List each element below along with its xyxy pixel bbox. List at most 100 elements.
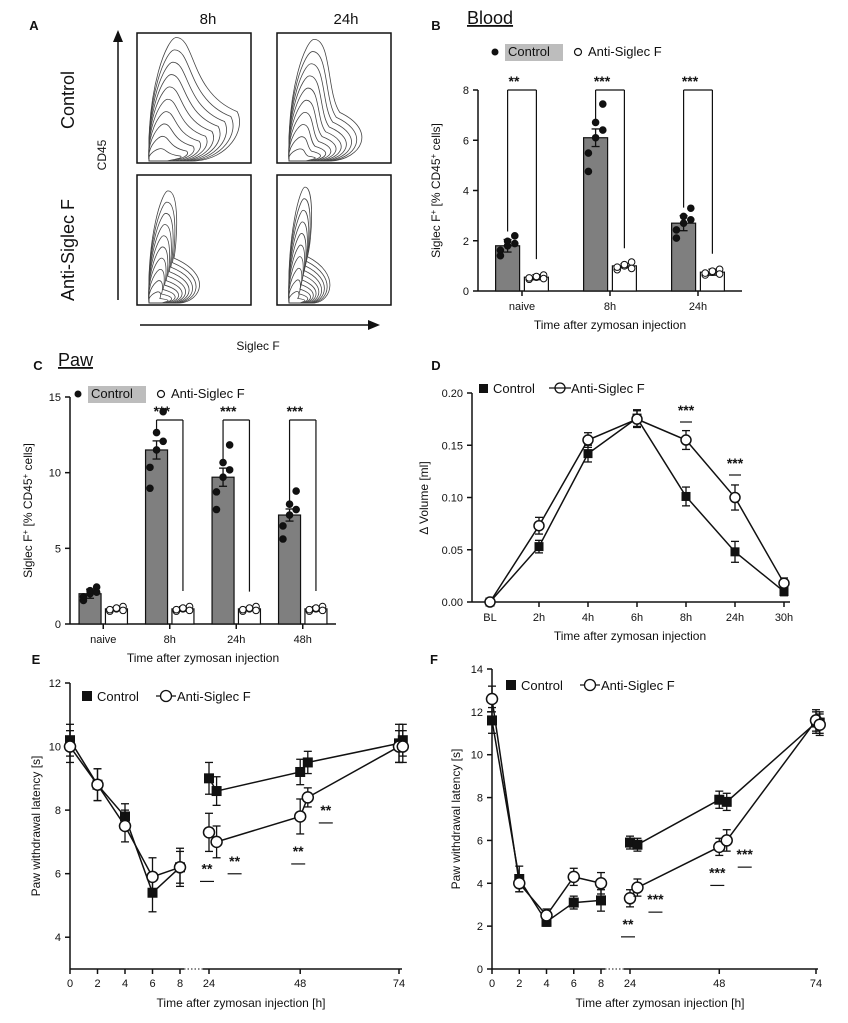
data-point — [245, 604, 254, 612]
data-point-anti-siglec-f — [293, 810, 307, 823]
data-point — [687, 215, 695, 224]
data-point-control — [487, 715, 497, 726]
data-point-control — [534, 542, 544, 552]
data-point — [292, 487, 300, 495]
y-tick-label: 4 — [477, 878, 483, 890]
significance-label: *** — [737, 846, 754, 862]
data-point — [305, 605, 314, 614]
y-tick-label: 0 — [477, 964, 483, 976]
data-point — [672, 226, 681, 234]
data-point — [219, 473, 227, 482]
x-tick-label: 2 — [94, 978, 100, 990]
x-axis-label: Time after zymosan injection [h] — [157, 996, 326, 1010]
contour-line — [148, 201, 197, 304]
bar-control — [582, 137, 609, 292]
y-tick-label: 10 — [49, 742, 61, 754]
y-tick-label: 10 — [49, 468, 61, 480]
data-point-anti-siglec-f — [813, 718, 826, 731]
contour-line — [148, 111, 201, 162]
data-point-anti-siglec-f — [63, 740, 77, 753]
data-point-anti-siglec-f — [173, 861, 187, 874]
x-tick-label: 24h — [726, 612, 744, 624]
x-tick-label: 6 — [149, 978, 155, 990]
data-point — [687, 204, 695, 213]
y-tick-label: 8 — [463, 85, 469, 97]
legend-label-anti-siglec-f: Anti-Siglec F — [571, 381, 645, 396]
data-point-anti-siglec-f — [485, 692, 499, 706]
data-point-anti-siglec-f — [301, 791, 315, 804]
legend-label-control: Control — [97, 689, 139, 704]
contour-line — [148, 224, 190, 304]
x-tick-label: 0 — [489, 978, 495, 990]
contour-line — [148, 148, 182, 162]
data-point-control — [681, 491, 691, 501]
significance-label: *** — [682, 73, 699, 89]
contour-line — [288, 148, 316, 162]
y-tick-label: 8 — [55, 805, 61, 817]
row-label-anti-siglec-f: Anti-Siglec F — [58, 199, 78, 301]
legend-highlight — [505, 44, 563, 61]
row-label-control: Control — [58, 71, 78, 129]
bar-control — [277, 514, 302, 625]
data-point — [511, 232, 519, 240]
significance-label: *** — [287, 403, 304, 419]
x-tick-label: 6 — [571, 978, 577, 990]
data-point — [584, 167, 593, 176]
data-point — [225, 441, 234, 449]
data-point-anti-siglec-f — [91, 778, 104, 791]
significance-label: ** — [229, 853, 240, 869]
data-point-control — [295, 766, 306, 777]
contour-line — [148, 235, 186, 304]
data-point-anti-siglec-f — [594, 877, 608, 890]
contour-line — [148, 268, 176, 304]
y-tick-label: 2 — [463, 236, 469, 248]
legend-marker-control — [82, 691, 92, 701]
y-tick-label: 0 — [55, 619, 61, 631]
data-point — [511, 239, 519, 248]
x-axis-label: Time after zymosan injection — [127, 651, 279, 665]
y-axis-label: Siglec F+ [% CD45+ cells] — [429, 123, 444, 258]
data-point — [620, 260, 629, 269]
contour-plot-box — [276, 174, 392, 306]
contour-line — [288, 198, 328, 304]
contour-line — [288, 38, 363, 162]
contour-line — [288, 186, 331, 304]
contour-line — [148, 280, 172, 304]
data-point — [285, 500, 294, 508]
y-axis-label: Δ Volume [ml] — [417, 461, 431, 534]
data-point-anti-siglec-f — [680, 434, 692, 446]
data-point — [496, 246, 505, 255]
contour-line — [288, 99, 337, 162]
panel-letter-d: D — [431, 358, 440, 373]
data-point-anti-siglec-f — [396, 740, 410, 753]
contour-line — [148, 135, 188, 162]
series-line-anti-siglec-f — [491, 698, 602, 917]
data-point-anti-siglec-f — [533, 519, 545, 532]
legend-marker-anti-siglec-f — [156, 389, 166, 399]
contour-line — [148, 86, 214, 162]
data-point-anti-siglec-f — [778, 577, 790, 589]
significance-label: ** — [202, 860, 213, 876]
contour-line — [148, 257, 179, 304]
data-point — [146, 463, 154, 472]
data-point — [86, 586, 94, 595]
data-point — [225, 466, 234, 474]
data-point — [285, 511, 294, 519]
superscript: + — [21, 473, 30, 478]
series-line-control — [629, 721, 820, 846]
y-tick-label: 2 — [477, 921, 483, 933]
legend-label-control: Control — [91, 386, 133, 401]
panel-title-c: Paw — [58, 350, 94, 370]
data-point-control — [779, 587, 789, 597]
x-tick-label: 48 — [713, 978, 725, 990]
legend-label-anti-siglec-f: Anti-Siglec F — [171, 386, 245, 401]
legend-marker-control — [491, 48, 499, 56]
x-tick-label: 4 — [543, 978, 549, 990]
legend-label-anti-siglec-f: Anti-Siglec F — [588, 44, 662, 59]
data-point — [292, 505, 300, 514]
data-point — [708, 267, 717, 276]
data-point — [279, 535, 287, 543]
data-point-anti-siglec-f — [567, 870, 580, 884]
legend-marker-anti-siglec-f — [573, 47, 583, 57]
